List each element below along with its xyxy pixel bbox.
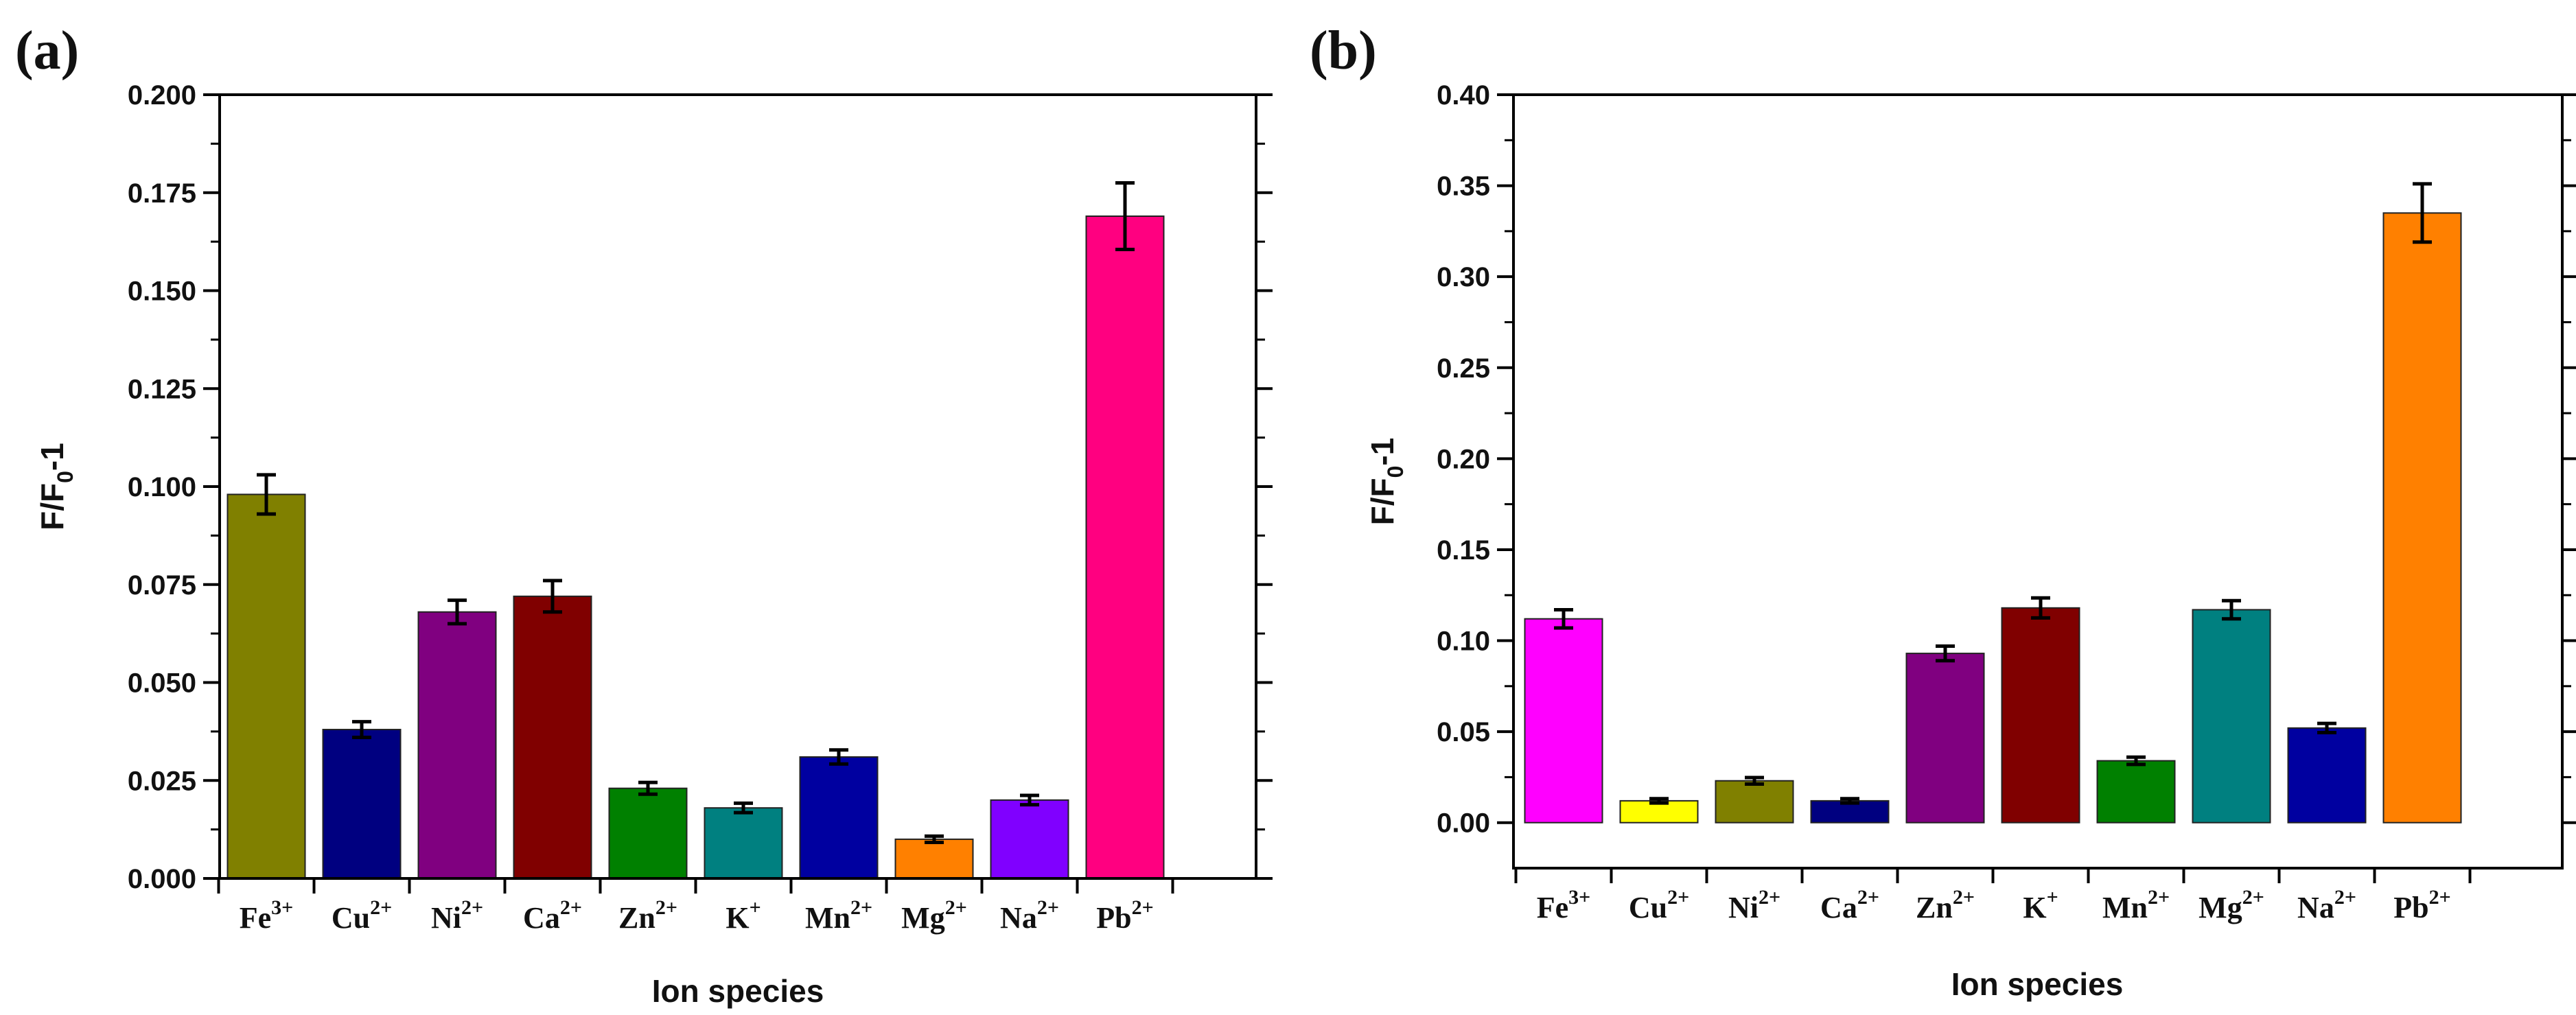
bar-na (990, 799, 1069, 880)
y-tick-label: 0.15 (1437, 535, 1490, 565)
error-bar-fe (1554, 607, 1573, 630)
bar-pb (1085, 215, 1165, 879)
y-tick-label: 0.05 (1437, 717, 1490, 747)
error-bar-na (1020, 793, 1039, 807)
bar-ni (417, 611, 497, 879)
error-bar-ni (1745, 775, 1764, 786)
y-tick-label: 0.20 (1437, 444, 1490, 474)
plot-frame (1512, 93, 2564, 870)
x-axis-title: Ion species (1951, 966, 2124, 1002)
x-tick-label: Mn2+ (805, 896, 872, 935)
error-bar-mn (2126, 755, 2146, 767)
y-axis-title: F/F0-1 (1365, 438, 1408, 526)
x-tick-label: Pb2+ (2393, 886, 2450, 924)
x-tick-label: Fe3+ (240, 896, 294, 935)
x-tick-label: Cu2+ (332, 896, 392, 935)
bar-na (2287, 727, 2367, 824)
y-tick-label: 0.25 (1437, 353, 1490, 384)
x-tick-label: Mn2+ (2102, 886, 2170, 924)
y-tick-label: 0.175 (128, 178, 196, 209)
y-axis-title: F/F0-1 (34, 443, 78, 530)
x-tick-label: K+ (726, 896, 761, 935)
bar-mn (799, 756, 879, 879)
y-tick-label: 0.10 (1437, 627, 1490, 657)
y-tick-label: 0.00 (1437, 808, 1490, 839)
error-bar-ca (543, 579, 562, 614)
error-bar-mg (925, 834, 944, 844)
y-tick-label: 0.40 (1437, 80, 1490, 110)
error-bar-k (734, 801, 753, 815)
x-tick-label: Cu2+ (1629, 886, 1689, 924)
panel-label: (b) (1310, 21, 1377, 81)
error-bar-na (2317, 721, 2336, 734)
error-bar-mg (2222, 598, 2241, 621)
bar-zn (1905, 653, 1985, 824)
y-tick-label: 0.150 (128, 277, 196, 307)
x-tick-label: Zn2+ (1916, 886, 1975, 924)
y-tick-label: 0.35 (1437, 172, 1490, 202)
x-tick-label: Fe3+ (1537, 886, 1591, 924)
x-tick-label: Ca2+ (1820, 886, 1879, 924)
chart-panel-2: (b) 0.00 0.05 0.10 0.15 0.20 0.25 0.30 0.35 0.40 F… (1310, 21, 2576, 1002)
bar-k (2001, 607, 2080, 824)
x-tick-label: Na2+ (2297, 886, 2356, 924)
x-tick-label: Ca2+ (523, 896, 582, 935)
error-bar-cu (1649, 797, 1669, 805)
bar-ni (1715, 780, 1794, 824)
bar-mg (2192, 609, 2271, 824)
x-tick-label: Na2+ (1000, 896, 1059, 935)
error-bar-zn (1936, 644, 1955, 663)
chart-panel-1: (a) 0.000 0.025 0.050 0.075 0.100 0.125 0.150 0.… (15, 21, 1273, 1009)
error-bar-zn (638, 780, 658, 796)
x-tick-label: Ni2+ (1728, 886, 1780, 924)
y-tick-label: 0.025 (128, 766, 196, 796)
bar-cu (322, 729, 402, 880)
bar-zn (608, 787, 688, 880)
error-bar-pb (2413, 182, 2432, 244)
x-tick-label: K+ (2023, 886, 2058, 924)
y-tick-label: 0.100 (128, 472, 196, 502)
bar-k (704, 807, 783, 879)
x-axis-title: Ion species (652, 973, 824, 1009)
y-tick-label: 0.000 (128, 864, 196, 894)
error-bar-ni (448, 598, 467, 626)
x-tick-label: Mg2+ (901, 896, 967, 935)
x-tick-label: Pb2+ (1096, 896, 1153, 935)
error-bar-pb (1115, 180, 1135, 252)
x-tick-label: Zn2+ (618, 896, 677, 935)
bar-fe (227, 493, 306, 879)
bar-mn (2096, 760, 2176, 824)
panel-label: (a) (15, 21, 79, 81)
bar-fe (1524, 618, 1603, 824)
error-bar-k (2031, 596, 2050, 620)
y-tick-label: 0.075 (128, 570, 196, 600)
x-tick-label: Ni2+ (431, 896, 483, 935)
bar-pb (2382, 212, 2462, 824)
y-tick-label: 0.125 (128, 374, 196, 404)
y-tick-label: 0.050 (128, 668, 196, 699)
error-bar-mn (829, 748, 848, 766)
error-bar-fe (257, 473, 276, 516)
x-tick-label: Mg2+ (2198, 886, 2264, 924)
bar-ca (513, 595, 592, 879)
y-tick-label: 0.200 (128, 80, 196, 110)
error-bar-ca (1840, 797, 1859, 805)
bar-mg (894, 838, 974, 880)
y-tick-label: 0.30 (1437, 262, 1490, 292)
error-bar-cu (352, 720, 371, 739)
